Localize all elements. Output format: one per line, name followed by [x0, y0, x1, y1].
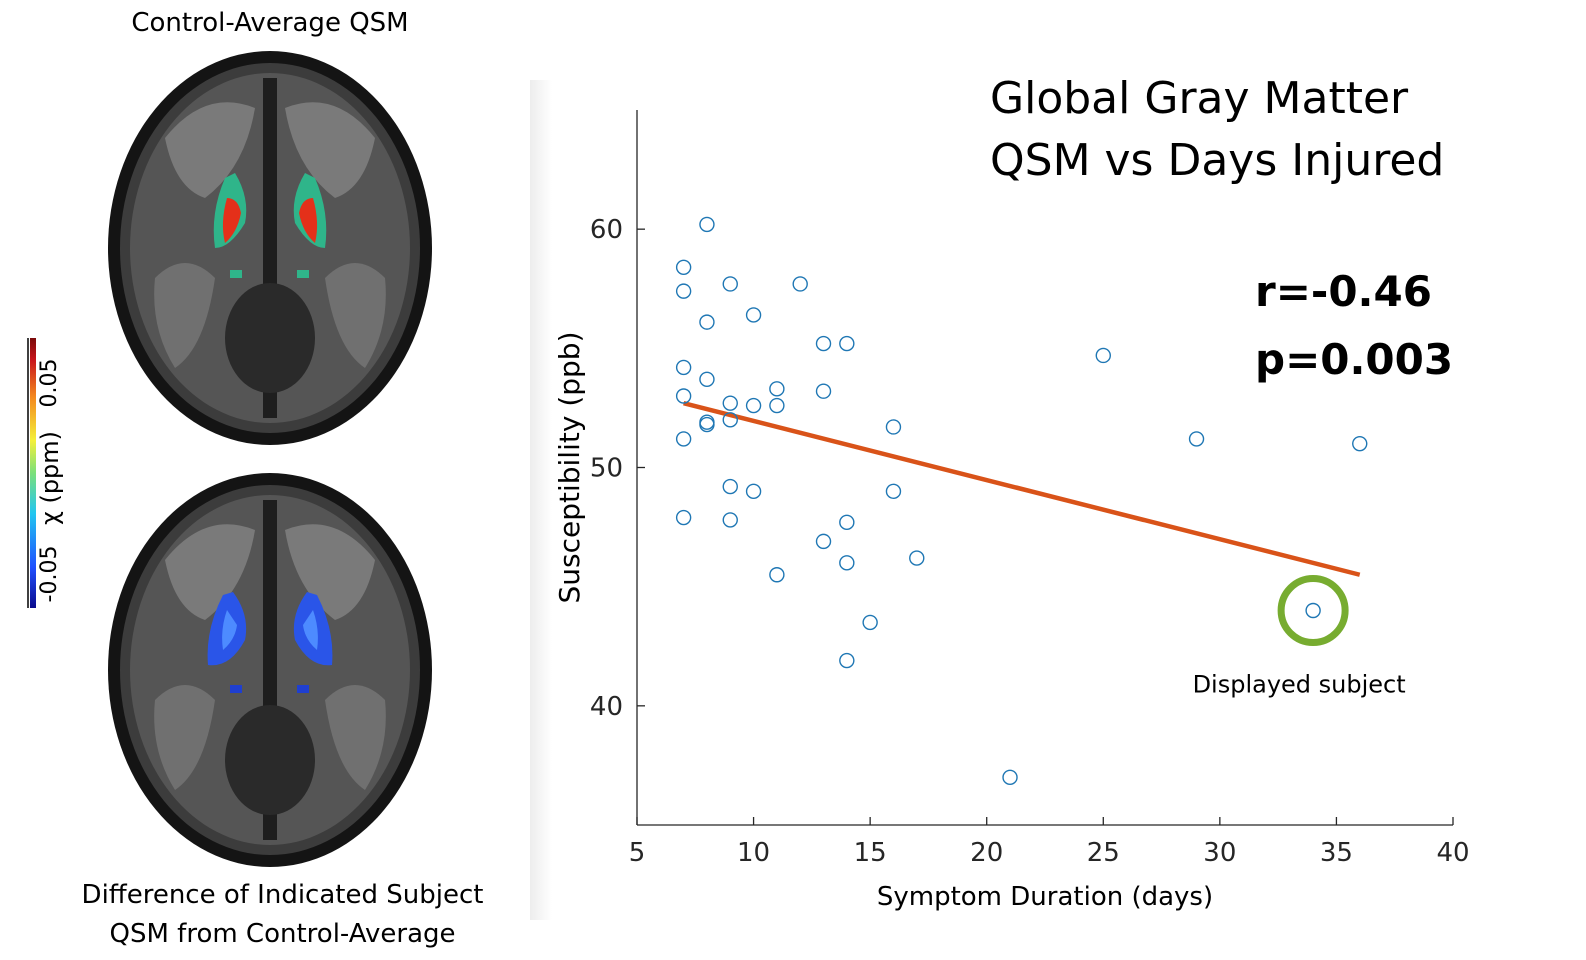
scatter-point — [722, 512, 738, 528]
scatter-point — [722, 478, 738, 495]
scatter-point — [769, 567, 785, 583]
scatter-point — [815, 533, 832, 550]
scatter-point — [699, 314, 715, 330]
scatter-point — [885, 419, 902, 435]
scatter-point — [722, 395, 738, 411]
colorbar-max-label: 0.05 — [37, 359, 62, 408]
y-axis-ticks: 40 50 60 — [590, 215, 645, 722]
scatter-point — [792, 276, 808, 292]
scatter-point — [839, 335, 855, 352]
difference-caption-line1: Difference of Indicated Subject — [81, 880, 484, 910]
chart-title-line1: Global Gray Matter — [990, 73, 1409, 124]
chart-title-line2: QSM vs Days Injured — [990, 135, 1445, 186]
highlight-label: Displayed subject — [1193, 671, 1406, 699]
scatter-point — [675, 388, 692, 404]
regression-line — [683, 400, 1361, 577]
x-tick-label: 15 — [854, 838, 887, 868]
scatter-point — [745, 483, 762, 500]
scatter-point — [675, 431, 692, 447]
scatter-point — [815, 383, 832, 399]
scatter-point — [839, 555, 855, 571]
stats-r: r=-0.46 — [1255, 267, 1432, 316]
scatter-point — [699, 414, 715, 430]
x-tick-label: 10 — [737, 838, 770, 868]
highlight-group: Displayed subject — [1193, 575, 1406, 699]
stats-p: p=0.003 — [1255, 335, 1454, 384]
scatter-point — [839, 514, 855, 531]
scatter-point — [1305, 602, 1321, 619]
scatter-point — [745, 307, 762, 323]
x-tick-label: 35 — [1320, 838, 1353, 868]
scatter-point — [675, 509, 692, 526]
colorbar-min-label: -0.05 — [37, 546, 62, 603]
scatter-points — [675, 216, 1368, 786]
y-tick-label: 50 — [590, 454, 623, 484]
highlight-ring — [1277, 575, 1349, 646]
x-axis-label: Symptom Duration (days) — [877, 882, 1213, 912]
scatter-point — [1188, 431, 1205, 447]
scatter-point — [699, 371, 715, 388]
scatter-point — [745, 397, 762, 414]
fit-line-group — [683, 400, 1361, 577]
scatter-point — [699, 216, 715, 233]
scatter-point — [722, 276, 738, 292]
scatter-point — [675, 359, 692, 376]
control-average-brain-image — [108, 51, 432, 445]
y-tick-label: 60 — [590, 215, 623, 245]
scatter-point — [1095, 347, 1111, 364]
scatter-point — [675, 283, 692, 299]
x-tick-label: 40 — [1436, 838, 1469, 868]
difference-caption: Difference of Indicated Subject QSM from… — [0, 876, 565, 954]
control-average-title: Control-Average QSM — [131, 8, 409, 38]
y-tick-label: 40 — [590, 692, 623, 722]
colorbar-axis-label: χ (ppm) — [36, 431, 64, 525]
scatter-point — [839, 652, 855, 669]
scatter-point — [1002, 769, 1018, 786]
scatter-chart: 5 10 15 20 25 30 35 40 40 50 60 Displayed subject… — [530, 80, 1470, 920]
colorbar-gradient — [30, 338, 36, 608]
scatter-point — [815, 335, 832, 352]
scatter-point — [722, 412, 738, 428]
correlation-stats: r=-0.46 p=0.003 — [1255, 258, 1453, 394]
x-axis-ticks: 5 10 15 20 25 30 35 40 — [629, 817, 1470, 868]
scatter-point — [675, 259, 692, 276]
chart-title: Global Gray Matter QSM vs Days Injured — [990, 68, 1444, 192]
scatter-point — [769, 381, 785, 397]
colorbar: 0.05 χ (ppm) -0.05 — [20, 338, 100, 622]
scatter-point — [885, 483, 902, 500]
scatter-point — [862, 614, 878, 631]
difference-caption-line2: QSM from Control-Average — [109, 919, 456, 949]
y-axis-label: Susceptibility (ppb) — [553, 332, 586, 604]
x-tick-label: 5 — [629, 838, 646, 868]
scatter-point — [1352, 435, 1368, 452]
scatter-point — [909, 550, 925, 566]
x-tick-label: 30 — [1203, 838, 1236, 868]
scatter-point — [769, 397, 785, 414]
difference-brain-image — [108, 473, 432, 867]
x-tick-label: 20 — [970, 838, 1003, 868]
x-tick-label: 25 — [1087, 838, 1120, 868]
chart-axes — [636, 110, 1453, 826]
